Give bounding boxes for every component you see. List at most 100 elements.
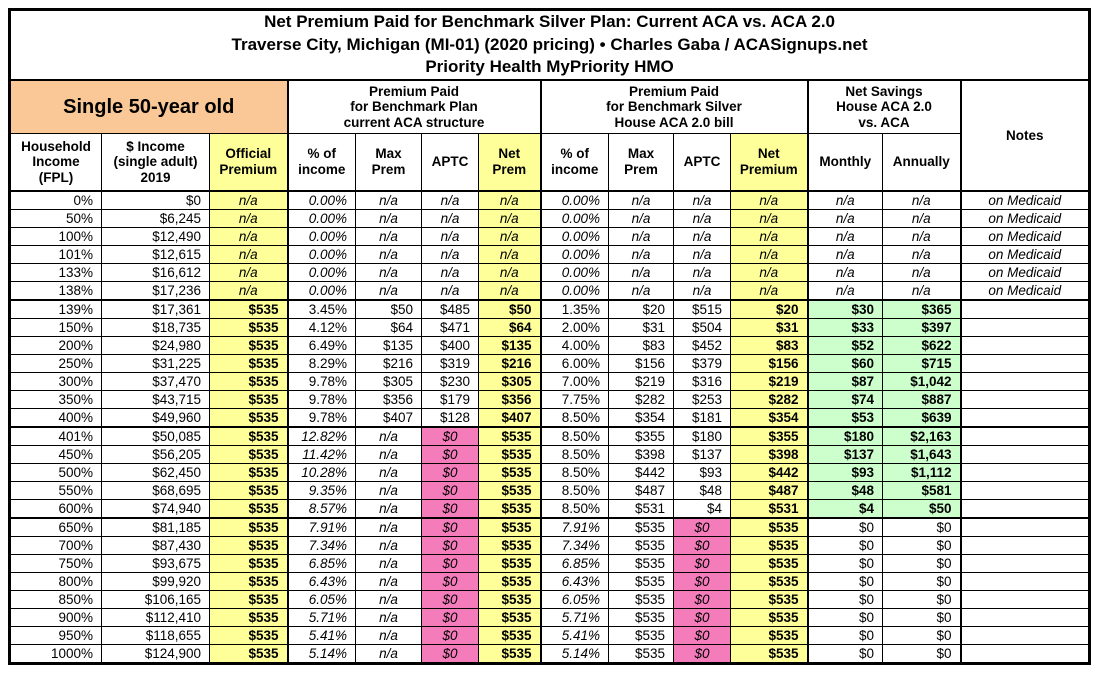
cell-savings-annually: $0	[882, 554, 962, 573]
cell-income: $62,450	[101, 463, 210, 482]
cell-income: $99,920	[101, 572, 210, 591]
cell-aca-net-prem: n/a	[478, 263, 542, 282]
cell-aca2-aptc: $253	[673, 390, 731, 409]
notes-header: Notes	[959, 79, 1091, 192]
cell-aca-net-prem: $535	[478, 590, 542, 609]
cell-official-premium: $535	[209, 608, 289, 627]
cell-aca2-pct-income: 0.00%	[540, 281, 609, 301]
cell-income: $24,980	[101, 336, 210, 355]
cell-aca2-net-premium: $398	[730, 445, 809, 464]
cell-aca-pct-income: 0.00%	[287, 227, 356, 246]
cell-fpl: 600%	[9, 499, 102, 519]
cell-savings-annually: n/a	[882, 263, 962, 282]
cell-savings-monthly: $0	[807, 572, 883, 591]
cell-aca-pct-income: 0.00%	[287, 190, 356, 210]
cell-notes	[959, 536, 1091, 555]
cell-aca2-max-prem: $83	[608, 336, 674, 355]
cell-aca2-aptc: $4	[673, 499, 731, 519]
table-row: 250% $31,225 $535 8.29% $216 $319 $216 6.00% $15…	[9, 354, 1091, 373]
cell-aca2-net-premium: n/a	[730, 227, 809, 246]
cell-savings-annually: $0	[882, 626, 962, 645]
col-header-official-premium: Official Premium	[209, 133, 289, 192]
cell-aca2-net-premium: $442	[730, 463, 809, 482]
cell-aca2-pct-income: 8.50%	[540, 499, 609, 519]
cell-official-premium: $535	[209, 299, 289, 319]
cell-fpl: 300%	[9, 372, 102, 391]
cell-aca-max-prem: n/a	[355, 209, 422, 228]
cell-notes	[959, 299, 1091, 319]
cell-aca-net-prem: $535	[478, 644, 542, 664]
table-row: 550% $68,695 $535 9.35% n/a $0 $535 8.50% $487 $4…	[9, 481, 1091, 500]
cell-aca2-aptc: n/a	[673, 209, 731, 228]
cell-savings-monthly: $4	[807, 499, 883, 519]
cell-notes	[959, 590, 1091, 609]
cell-savings-annually: $365	[882, 299, 962, 319]
cell-savings-annually: n/a	[882, 281, 962, 301]
cell-aca2-max-prem: $535	[608, 517, 674, 537]
cell-aca-aptc: $0	[421, 536, 479, 555]
table-row: 401% $50,085 $535 12.82% n/a $0 $535 8.50% $355 $…	[9, 426, 1091, 446]
cell-aca2-net-premium: $20	[730, 299, 809, 319]
cell-savings-annually: n/a	[882, 245, 962, 264]
cell-official-premium: $535	[209, 590, 289, 609]
cell-notes	[959, 426, 1091, 446]
cell-aca2-pct-income: 7.34%	[540, 536, 609, 555]
cell-aca2-max-prem: n/a	[608, 190, 674, 210]
cell-aca2-max-prem: $535	[608, 626, 674, 645]
cell-income: $81,185	[101, 517, 210, 537]
cell-aca2-pct-income: 0.00%	[540, 263, 609, 282]
cell-notes: on Medicaid	[959, 245, 1091, 264]
cell-notes	[959, 336, 1091, 355]
cell-aca2-max-prem: $535	[608, 590, 674, 609]
cell-aca2-max-prem: $535	[608, 536, 674, 555]
cell-income: $12,490	[101, 227, 210, 246]
cell-income: $37,470	[101, 372, 210, 391]
table-row: 50% $6,245 n/a 0.00% n/a n/a n/a 0.00% n/a n/a n/a…	[9, 209, 1091, 228]
table-row: 800% $99,920 $535 6.43% n/a $0 $535 6.43% $535 $0…	[9, 572, 1091, 591]
cell-aca-aptc: $400	[421, 336, 479, 355]
cell-aca2-pct-income: 6.00%	[540, 354, 609, 373]
table-row: 133% $16,612 n/a 0.00% n/a n/a n/a 0.00% n/a n/a n…	[9, 263, 1091, 282]
cell-savings-monthly: n/a	[807, 263, 883, 282]
cell-notes	[959, 554, 1091, 573]
cell-aca2-net-premium: $156	[730, 354, 809, 373]
cell-aca-aptc: n/a	[421, 209, 479, 228]
cell-aca-net-prem: $535	[478, 445, 542, 464]
cell-aca2-pct-income: 8.50%	[540, 481, 609, 500]
cell-aca2-aptc: $504	[673, 318, 731, 337]
cell-fpl: 138%	[9, 281, 102, 301]
cell-notes	[959, 354, 1091, 373]
cell-aca2-pct-income: 0.00%	[540, 245, 609, 264]
cell-income: $6,245	[101, 209, 210, 228]
cell-aca2-net-premium: $535	[730, 517, 809, 537]
cell-aca-net-prem: $356	[478, 390, 542, 409]
cell-income: $12,615	[101, 245, 210, 264]
cell-official-premium: $535	[209, 408, 289, 428]
cell-fpl: 350%	[9, 390, 102, 409]
cell-fpl: 100%	[9, 227, 102, 246]
cell-notes	[959, 608, 1091, 627]
cell-savings-monthly: $137	[807, 445, 883, 464]
cell-notes: on Medicaid	[959, 281, 1091, 301]
cell-income: $118,655	[101, 626, 210, 645]
col-header-aca-aptc: APTC	[421, 133, 479, 192]
cell-savings-annually: $0	[882, 517, 962, 537]
cell-savings-monthly: $52	[807, 336, 883, 355]
cell-aca2-aptc: $0	[673, 536, 731, 555]
cell-savings-monthly: $0	[807, 536, 883, 555]
cell-aca-max-prem: $135	[355, 336, 422, 355]
cell-aca-aptc: $0	[421, 554, 479, 573]
cell-aca2-net-premium: $535	[730, 536, 809, 555]
cell-aca-max-prem: n/a	[355, 499, 422, 519]
group-aca2-header: Premium Paid for Benchmark Silver House …	[540, 79, 809, 134]
cell-aca-pct-income: 5.41%	[287, 626, 356, 645]
cell-aca2-pct-income: 0.00%	[540, 209, 609, 228]
cell-savings-annually: $0	[882, 608, 962, 627]
cell-aca2-max-prem: $442	[608, 463, 674, 482]
cell-notes	[959, 572, 1091, 591]
cell-income: $87,430	[101, 536, 210, 555]
cell-official-premium: $535	[209, 390, 289, 409]
cell-aca-net-prem: $407	[478, 408, 542, 428]
cell-savings-monthly: $0	[807, 590, 883, 609]
cell-aca2-aptc: $93	[673, 463, 731, 482]
